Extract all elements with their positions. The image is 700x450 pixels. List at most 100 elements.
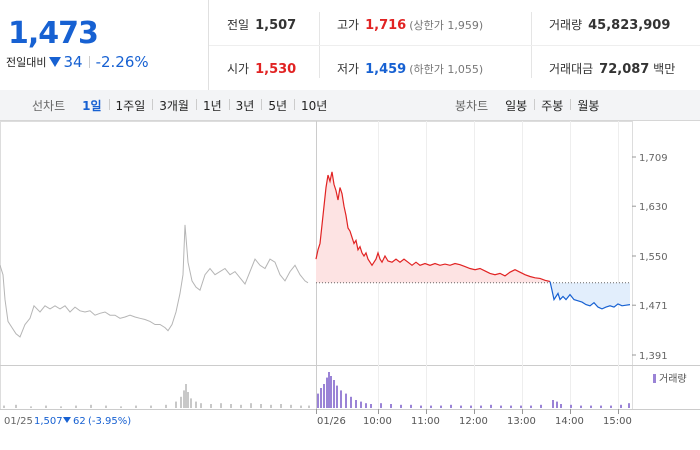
x-axis-ticks: 01/26 10:00 11:00 12:00 13:00 14:00 15:00 — [316, 409, 632, 427]
stat-open: 시가 1,530 — [227, 60, 296, 77]
volume-bar — [15, 404, 17, 408]
line-chart-label: 선차트 — [32, 98, 66, 113]
volume-bar — [410, 404, 412, 408]
stat-value: 1,716 — [365, 18, 407, 33]
tab-10y[interactable]: 10년 — [294, 97, 334, 114]
volume-bar — [552, 400, 554, 408]
chart-tab-bar: 선차트 1일 1주일 3개월 1년 3년 5년 10년 봉차트 일봉 주봉 월봉 — [0, 90, 700, 121]
y-tick-label: 1,709 — [639, 153, 668, 164]
volume-bar — [165, 404, 167, 408]
volume-bar — [556, 401, 558, 408]
volume-bar — [390, 404, 392, 408]
prev-day-close: 1,507 — [34, 416, 63, 427]
x-tick-label: 14:00 — [555, 416, 584, 427]
stat-label: 저가 — [337, 62, 360, 76]
volume-bar — [260, 404, 262, 408]
tab-1d[interactable]: 1일 — [82, 98, 102, 113]
tab-daily[interactable]: 일봉 — [505, 98, 528, 113]
volume-bar — [210, 404, 212, 408]
volume-bar — [620, 404, 622, 408]
volume-bar — [336, 385, 338, 408]
volume-bar — [185, 384, 187, 408]
volume-bar — [300, 405, 302, 408]
current-price: 1,473 — [8, 16, 99, 51]
volume-bar — [180, 396, 182, 408]
volume-bar — [200, 403, 202, 408]
stat-sub: (하한가 1,055) — [409, 63, 484, 76]
volume-bar — [270, 404, 272, 408]
volume-bar — [370, 404, 372, 408]
stat-value: 1,459 — [365, 62, 407, 77]
volume-bar — [187, 392, 189, 408]
tab-5y[interactable]: 5년 — [261, 97, 294, 114]
stats-panel: 전일 1,507 시가 1,530 고가 1,716 (상한가 1,959) 저가 1,4… — [209, 0, 700, 90]
volume-bar — [500, 405, 502, 408]
down-area-fill — [550, 281, 630, 309]
change-percent: -2.26% — [95, 53, 149, 71]
volume-bar — [580, 405, 582, 408]
tab-3y[interactable]: 3년 — [228, 97, 262, 114]
tab-1y[interactable]: 1년 — [195, 97, 229, 114]
up-price-line — [315, 171, 551, 283]
prev-day-change: 62 — [73, 416, 86, 427]
volume-bar — [355, 400, 357, 408]
volume-bar — [380, 403, 382, 408]
volume-bar — [120, 406, 122, 408]
stat-label: 고가 — [337, 18, 360, 32]
x-tick-label: 12:00 — [459, 416, 488, 427]
volume-bar — [3, 405, 5, 408]
down-triangle-icon — [49, 57, 62, 67]
volume-bar — [540, 404, 542, 408]
volume-bar — [150, 405, 152, 408]
tab-3m[interactable]: 3개월 — [152, 97, 196, 114]
volume-bar — [250, 403, 252, 408]
volume-bar — [45, 405, 47, 408]
stat-label: 거래대금 — [549, 62, 594, 76]
volume-bar — [480, 405, 482, 408]
stat-prev-close: 전일 1,507 — [227, 16, 296, 33]
prev-day-price-line — [0, 224, 309, 338]
tab-weekly[interactable]: 주봉 — [534, 97, 570, 114]
volume-bar — [195, 401, 197, 408]
volume-bar — [360, 401, 362, 408]
line-chart-tabs: 선차트 1일 1주일 3개월 1년 3년 5년 10년 — [32, 90, 334, 120]
candle-chart-tabs: 봉차트 일봉 주봉 월봉 — [455, 90, 606, 120]
volume-bar — [320, 388, 322, 408]
stat-value: 72,087 — [599, 62, 650, 77]
x-tick-label: 01/26 — [317, 416, 346, 427]
volume-bar — [490, 404, 492, 408]
candle-chart-label: 봉차트 — [455, 98, 489, 113]
volume-bar — [430, 405, 432, 408]
volume-bar — [450, 404, 452, 408]
x-tick-label: 15:00 — [603, 416, 632, 427]
price-chart[interactable]: 1,709 1,630 1,550 1,471 1,391 거래량 01/26 10:00… — [0, 121, 700, 450]
stat-label: 시가 — [227, 62, 250, 76]
volume-legend: 거래량 — [653, 373, 687, 385]
volume-bar — [520, 405, 522, 408]
tab-1w[interactable]: 1주일 — [108, 97, 153, 114]
stat-label: 거래량 — [549, 18, 583, 32]
tab-monthly[interactable]: 월봉 — [570, 97, 606, 114]
volume-bar — [610, 405, 612, 408]
volume-bar — [280, 404, 282, 408]
volume-bar — [240, 404, 242, 408]
volume-bar — [340, 390, 342, 408]
volume-bar — [400, 404, 402, 408]
y-tick-label: 1,391 — [639, 351, 668, 362]
divider — [88, 56, 90, 68]
volume-bar — [183, 390, 185, 408]
stat-unit: 백만 — [653, 62, 676, 76]
volume-bar — [560, 404, 562, 408]
volume-bar — [60, 406, 62, 408]
stat-value: 45,823,909 — [588, 18, 671, 33]
volume-bar — [90, 404, 92, 408]
volume-bar — [510, 405, 512, 408]
volume-bar — [590, 405, 592, 408]
change-amount: 34 — [63, 53, 83, 71]
volume-bar — [600, 405, 602, 408]
volume-bar — [317, 393, 319, 408]
volume-bar — [440, 405, 442, 408]
price-summary: 1,473 전일대비 34 -2.26% — [0, 0, 209, 90]
volume-bar — [350, 396, 352, 408]
volume-bar — [30, 406, 32, 408]
